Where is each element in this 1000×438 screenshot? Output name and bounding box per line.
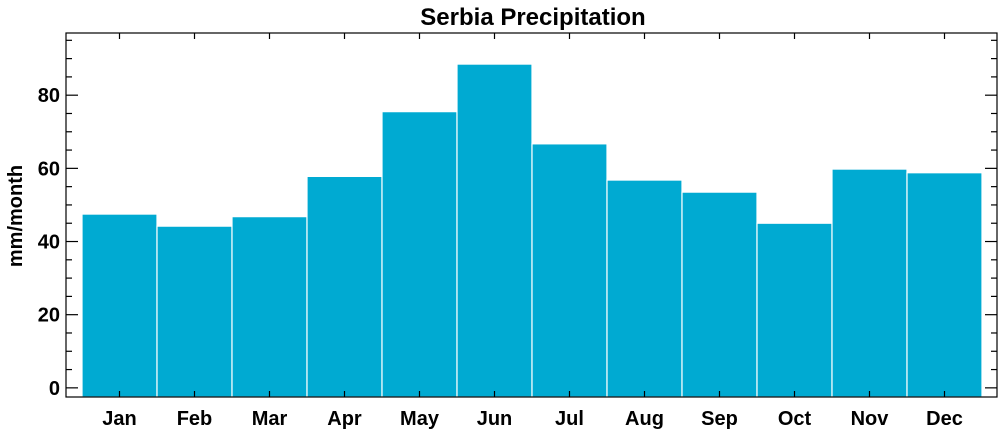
x-tick-label-oct: Oct bbox=[778, 408, 812, 430]
bar-jan bbox=[81, 213, 158, 398]
x-tick-label-sep: Sep bbox=[701, 408, 738, 430]
x-tick-label-jan: Jan bbox=[102, 408, 136, 430]
x-tick-label-dec: Dec bbox=[926, 408, 963, 430]
bar-apr bbox=[306, 175, 383, 398]
bar-mar bbox=[231, 216, 308, 398]
plot-frame bbox=[65, 32, 998, 398]
chart-title: Serbia Precipitation bbox=[420, 4, 645, 31]
x-tick-label-feb: Feb bbox=[177, 408, 213, 430]
x-tick-label-aug: Aug bbox=[625, 408, 664, 430]
bars bbox=[81, 63, 983, 398]
y-tick-label-80: 80 bbox=[38, 85, 60, 107]
bar-dec bbox=[906, 172, 983, 398]
y-tick-label-60: 60 bbox=[38, 158, 60, 180]
bar-jul bbox=[531, 143, 608, 398]
bar-jun bbox=[456, 63, 533, 398]
bar-oct bbox=[756, 222, 833, 398]
x-tick-label-jul: Jul bbox=[555, 408, 584, 430]
x-tick-label-nov: Nov bbox=[851, 408, 890, 430]
x-tick-label-mar: Mar bbox=[252, 408, 288, 430]
y-tick-label-0: 0 bbox=[49, 378, 60, 400]
y-tick-label-20: 20 bbox=[38, 305, 60, 327]
x-tick-label-apr: Apr bbox=[327, 408, 362, 430]
bar-nov bbox=[831, 168, 908, 398]
y-axis-label: mm/month bbox=[5, 165, 27, 267]
x-tick-label-may: May bbox=[400, 408, 440, 430]
tick-labels: Jan Feb Mar Apr May Jun Jul Aug Sep Oct Nov Dec 0 20 4… bbox=[38, 85, 963, 430]
bar-may bbox=[381, 111, 458, 398]
bar-sep bbox=[681, 191, 758, 398]
axis-ticks bbox=[66, 33, 997, 397]
x-tick-label-jun: Jun bbox=[477, 408, 513, 430]
bar-feb bbox=[156, 225, 233, 398]
bar-aug bbox=[606, 179, 683, 398]
y-tick-label-40: 40 bbox=[38, 232, 60, 254]
